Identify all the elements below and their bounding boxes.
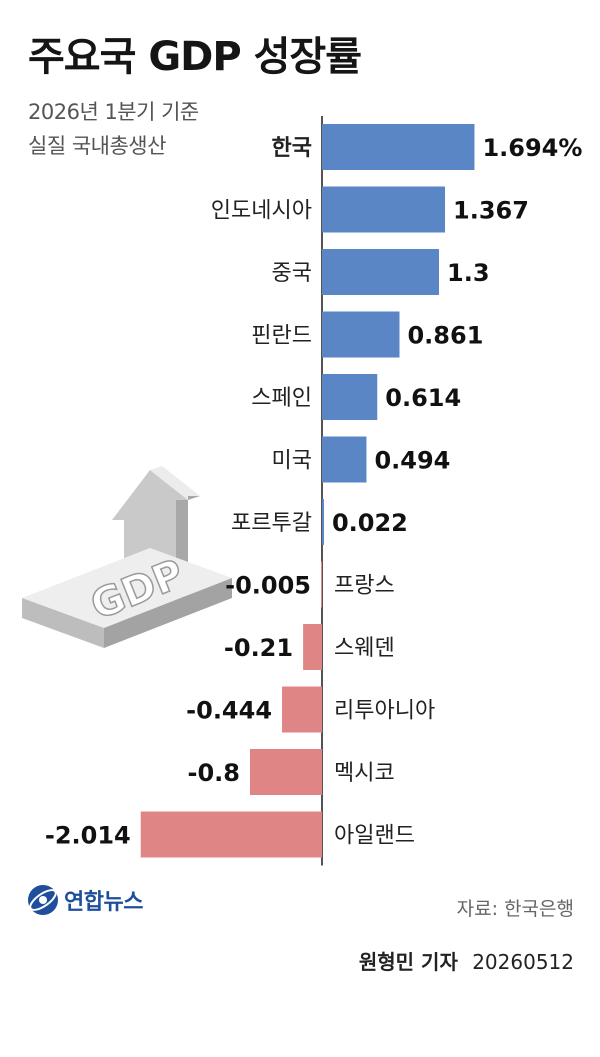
value-label: 0.022 (332, 509, 408, 537)
bar-4 (322, 374, 378, 420)
value-label: 0.614 (385, 384, 461, 412)
yonhap-logo: 연합뉴스 (26, 883, 143, 917)
value-label: 1.3 (447, 259, 490, 287)
gdp-up-arrow-illustration: GDP (22, 466, 232, 648)
category-label: 미국 (272, 449, 312, 474)
page-title: 주요국 GDP 성장률 (28, 34, 362, 80)
category-label: 스웨덴 (334, 636, 395, 661)
publish-date: 20260512 (472, 950, 574, 974)
value-label: 0.494 (374, 447, 450, 475)
value-label: 1.367 (453, 197, 529, 225)
bar-0 (322, 124, 475, 170)
bar-1 (322, 186, 446, 233)
bar-3 (322, 311, 400, 358)
logo-text: 연합뉴스 (64, 890, 143, 915)
category-label: 멕시코 (334, 761, 395, 786)
bar-7 (321, 561, 322, 608)
bar-2 (322, 249, 439, 295)
byline: 원형민 기자 20260512 (359, 946, 574, 975)
bar-9 (282, 686, 322, 733)
value-label: -0.21 (224, 634, 293, 662)
bar-5 (322, 436, 367, 483)
value-label: 1.694% (482, 134, 582, 162)
value-label: -0.8 (188, 759, 240, 787)
yonhap-logo-icon (28, 885, 58, 915)
category-label: 한국 (272, 136, 312, 161)
category-label: 핀란드 (251, 324, 312, 349)
category-label: 리투아니아 (334, 699, 435, 724)
source-note: 자료: 한국은행 (456, 898, 574, 920)
category-label: 아일랜드 (334, 824, 415, 849)
value-label: -0.444 (186, 697, 272, 725)
value-label: 0.861 (407, 322, 483, 350)
value-label: -0.005 (225, 572, 311, 600)
value-label: -2.014 (45, 822, 131, 850)
category-label: 프랑스 (334, 574, 395, 599)
category-label: 포르투갈 (231, 511, 312, 536)
bar-8 (303, 624, 322, 670)
category-label: 중국 (272, 261, 312, 286)
bar-11 (140, 811, 322, 858)
reporter-name: 원형민 기자 (358, 950, 458, 974)
bar-6 (322, 499, 324, 545)
bar-chart: GDP 한국 1.694% 인도네시아 1.367 중국 1.3 핀란드 0.861 스페인 0.… (22, 116, 582, 866)
category-label: 스페인 (251, 386, 312, 411)
bar-10 (250, 749, 322, 795)
category-label: 인도네시아 (211, 199, 312, 224)
subtitle-line-1: 2026년 1분기 기준 (28, 100, 199, 124)
subtitle-line-2: 실질 국내총생산 (28, 134, 166, 158)
